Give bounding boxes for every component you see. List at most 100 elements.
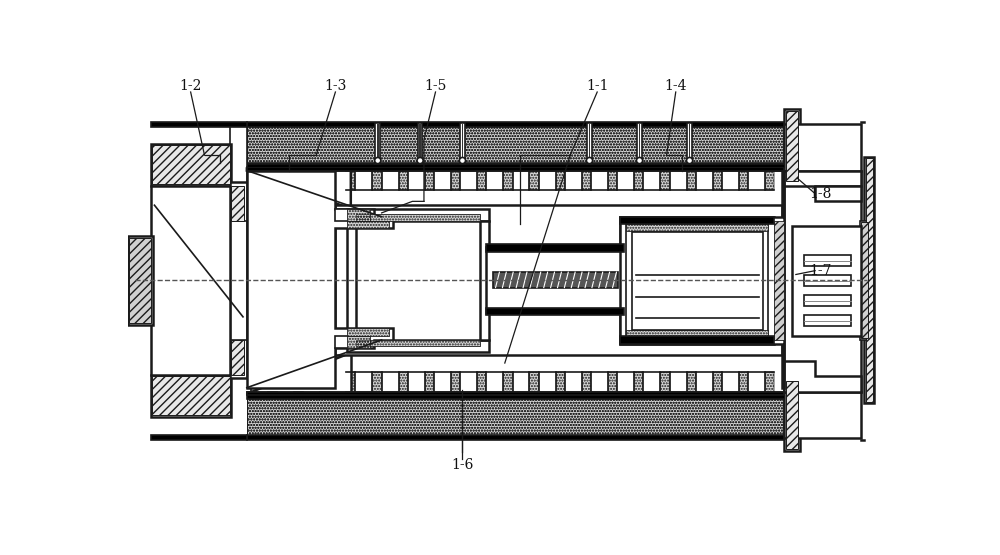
Bar [582,170,591,190]
Bar [589,124,590,163]
Bar [670,170,687,190]
Bar [687,170,696,190]
Bar [231,186,244,220]
Bar [784,391,861,438]
Bar [639,124,640,163]
Bar [784,170,861,186]
Bar [372,372,382,391]
Bar [347,329,389,336]
Bar [617,372,634,391]
Bar [425,170,434,190]
Bar [251,170,268,190]
Bar [335,209,349,220]
Bar [231,340,244,375]
Text: 1-5: 1-5 [424,79,447,93]
Bar [372,372,382,391]
Bar [634,170,643,190]
Bar [632,232,763,330]
Bar [739,170,748,190]
Bar [587,123,592,164]
Bar [512,170,529,190]
Bar [247,436,784,440]
Bar [660,372,670,391]
Bar [696,170,713,190]
Bar [687,372,696,391]
Bar [247,395,784,398]
Bar [660,170,670,190]
Text: 1-4: 1-4 [664,79,687,93]
Bar [765,170,774,190]
Bar [620,217,774,224]
Bar [294,170,303,190]
Bar [539,170,556,190]
Bar [643,372,660,391]
Bar [303,170,320,190]
Bar [303,372,320,391]
Bar [408,372,425,391]
Bar [591,170,608,190]
Bar [687,372,696,391]
Bar [689,124,690,163]
Bar [320,170,329,190]
Bar [784,109,800,182]
Bar [408,170,425,190]
Bar [748,372,765,391]
Bar [347,209,370,220]
Bar [356,340,480,346]
Bar [377,124,379,163]
Bar [739,372,748,391]
Bar [346,170,355,190]
Bar [356,214,480,220]
Bar [687,170,696,190]
Bar [608,170,617,190]
Bar [375,123,380,164]
Bar [372,170,382,190]
Bar [634,170,643,190]
Bar [815,186,861,201]
Bar [247,124,784,163]
Bar [152,376,230,415]
Bar [620,336,774,344]
Bar [620,217,774,344]
Bar [129,238,151,323]
Polygon shape [247,170,393,388]
Bar [617,170,634,190]
Bar [231,220,247,340]
Bar [486,372,503,391]
Bar [247,122,784,127]
Bar [347,209,489,220]
Bar [503,372,512,391]
Bar [626,224,768,231]
Bar [347,220,389,228]
Bar [320,372,329,391]
Bar [784,124,861,170]
Bar [451,372,460,391]
Bar [460,170,477,190]
Bar [608,372,617,391]
Bar [748,170,765,190]
Bar [713,372,722,391]
Bar [294,372,303,391]
Bar [434,170,451,190]
Bar [529,170,539,190]
Bar [804,315,851,326]
Circle shape [636,158,643,164]
Circle shape [459,158,466,164]
Bar [626,224,768,231]
Bar [347,209,370,220]
Bar [722,372,739,391]
Text: 1-2: 1-2 [179,79,202,93]
Bar [247,391,784,438]
Bar [247,399,784,438]
Bar [151,186,231,375]
Bar [268,372,277,391]
Bar [356,214,480,220]
Circle shape [687,158,693,164]
Bar [268,372,277,391]
Bar [347,336,370,347]
Bar [804,255,851,266]
Bar [247,124,784,170]
Bar [804,295,851,306]
Bar [486,244,624,252]
Bar [486,170,503,190]
